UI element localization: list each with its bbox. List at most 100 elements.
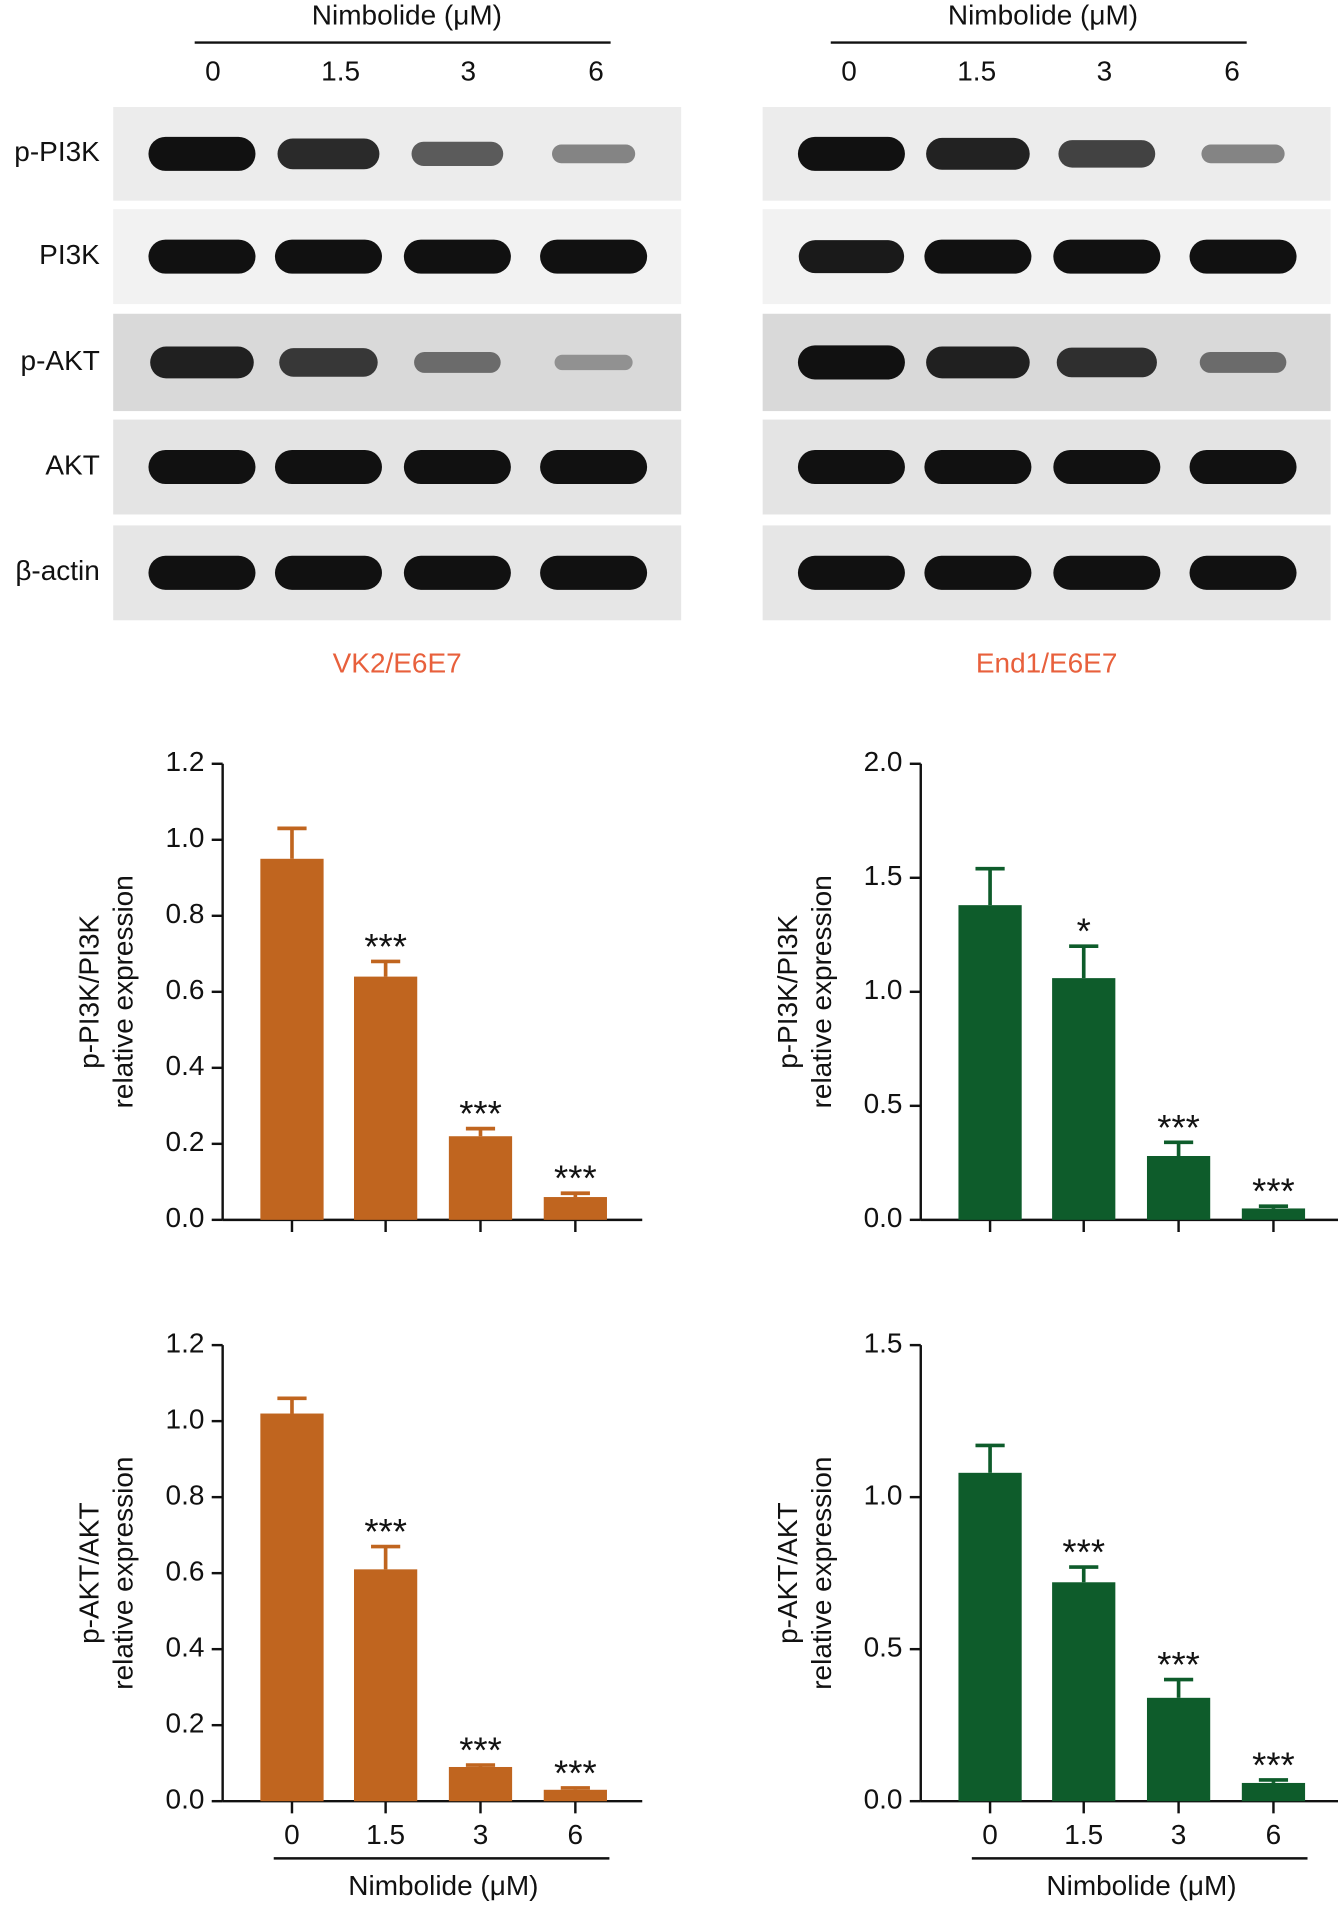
- band: [277, 138, 380, 170]
- x-tick-label: 0: [982, 1819, 998, 1850]
- y-tick-label: 0.5: [864, 1632, 903, 1663]
- bar: [958, 1472, 1022, 1802]
- bar: [260, 858, 324, 1220]
- y-tick-label: 1.0: [864, 1480, 903, 1511]
- band: [279, 348, 378, 377]
- significance: ***: [459, 1730, 502, 1771]
- band: [274, 449, 382, 485]
- error-bar: [975, 1443, 1005, 1473]
- significance: ***: [1157, 1107, 1200, 1148]
- row-label: p-PI3K: [14, 136, 100, 167]
- band: [924, 555, 1032, 590]
- error-bar: [371, 959, 401, 977]
- x-tick-label: 6: [568, 1819, 584, 1850]
- band: [540, 239, 648, 274]
- x-tick-label: 3: [1171, 1819, 1187, 1850]
- error-bar: [560, 1786, 590, 1790]
- bar: [1146, 1697, 1211, 1802]
- band: [1053, 449, 1161, 485]
- significance: *: [1077, 911, 1091, 952]
- band: [148, 449, 256, 485]
- error-bar: [1163, 1677, 1194, 1698]
- error-bar: [371, 1544, 401, 1570]
- y-tick-label: 2.0: [864, 746, 903, 777]
- x-tick-label: 3: [473, 1819, 489, 1850]
- error-bar: [1258, 1204, 1289, 1209]
- y-tick-label: 0.8: [166, 1480, 205, 1511]
- band: [797, 345, 905, 380]
- band: [1189, 555, 1297, 590]
- bar: [448, 1136, 513, 1220]
- bar: [1146, 1155, 1211, 1220]
- significance: ***: [364, 926, 407, 967]
- row-label: AKT: [45, 449, 99, 480]
- band: [554, 354, 633, 371]
- cell-line-label: End1/E6E7: [976, 648, 1118, 679]
- y-axis-label: relative expression: [108, 1457, 139, 1690]
- band: [924, 449, 1032, 485]
- band: [1053, 239, 1161, 274]
- cell-line-label: VK2/E6E7: [333, 648, 462, 679]
- y-axis-label: p-PI3K/PI3K: [772, 915, 803, 1069]
- band: [924, 239, 1032, 274]
- band: [797, 555, 905, 590]
- bar: [958, 905, 1022, 1220]
- band: [148, 239, 256, 274]
- y-tick-label: 0.6: [166, 1556, 205, 1587]
- y-tick-label: 1.0: [166, 822, 205, 853]
- bar: [354, 1569, 418, 1802]
- band: [926, 137, 1030, 170]
- band: [403, 449, 511, 485]
- y-tick-label: 1.0: [166, 1404, 205, 1435]
- row-label: p-AKT: [21, 345, 100, 376]
- band: [150, 346, 254, 379]
- significance: ***: [554, 1158, 597, 1199]
- x-tick-label: 6: [1266, 1819, 1282, 1850]
- y-tick-label: 0.6: [166, 974, 205, 1005]
- lane-label: 1.5: [321, 55, 360, 86]
- y-tick-label: 1.2: [166, 1328, 205, 1359]
- x-axis-label: Nimbolide (μM): [1046, 1870, 1236, 1901]
- y-tick-label: 0.2: [166, 1126, 205, 1157]
- bar: [543, 1197, 607, 1220]
- band: [414, 351, 501, 373]
- x-tick-label: 0: [284, 1819, 300, 1850]
- significance: ***: [459, 1093, 502, 1134]
- band: [403, 555, 511, 590]
- lane-label: 1.5: [957, 55, 996, 86]
- y-tick-label: 0.4: [166, 1632, 205, 1663]
- significance: ***: [1157, 1644, 1200, 1685]
- band: [798, 240, 905, 274]
- treatment-label: Nimbolide (μM): [312, 0, 502, 30]
- y-tick-label: 1.0: [864, 974, 903, 1005]
- band: [411, 141, 504, 166]
- error-bar: [975, 866, 1005, 906]
- error-bar: [1163, 1140, 1194, 1156]
- row-label: PI3K: [39, 239, 100, 270]
- error-bar: [1069, 944, 1099, 979]
- bar: [1052, 1582, 1116, 1802]
- x-axis-label: Nimbolide (μM): [348, 1870, 538, 1901]
- significance: ***: [1062, 1532, 1105, 1573]
- y-tick-label: 0.2: [166, 1708, 205, 1739]
- y-axis-label: relative expression: [108, 875, 139, 1108]
- y-axis-label: p-AKT/AKT: [74, 1502, 105, 1643]
- band: [797, 449, 905, 485]
- row-label: β-actin: [15, 555, 99, 586]
- bar: [1052, 978, 1116, 1220]
- x-tick-label: 1.5: [1064, 1819, 1103, 1850]
- band: [797, 136, 905, 171]
- y-axis-label: relative expression: [806, 875, 837, 1108]
- lane-label: 6: [588, 55, 604, 86]
- y-tick-label: 0.4: [166, 1050, 205, 1081]
- y-axis-label: p-PI3K/PI3K: [74, 915, 105, 1069]
- error-bar: [1258, 1778, 1289, 1783]
- significance: ***: [554, 1752, 597, 1793]
- bar: [543, 1789, 607, 1802]
- band: [148, 555, 256, 590]
- lane-label: 3: [461, 55, 477, 86]
- y-axis-label: p-AKT/AKT: [772, 1502, 803, 1643]
- y-axis-label: relative expression: [806, 1457, 837, 1690]
